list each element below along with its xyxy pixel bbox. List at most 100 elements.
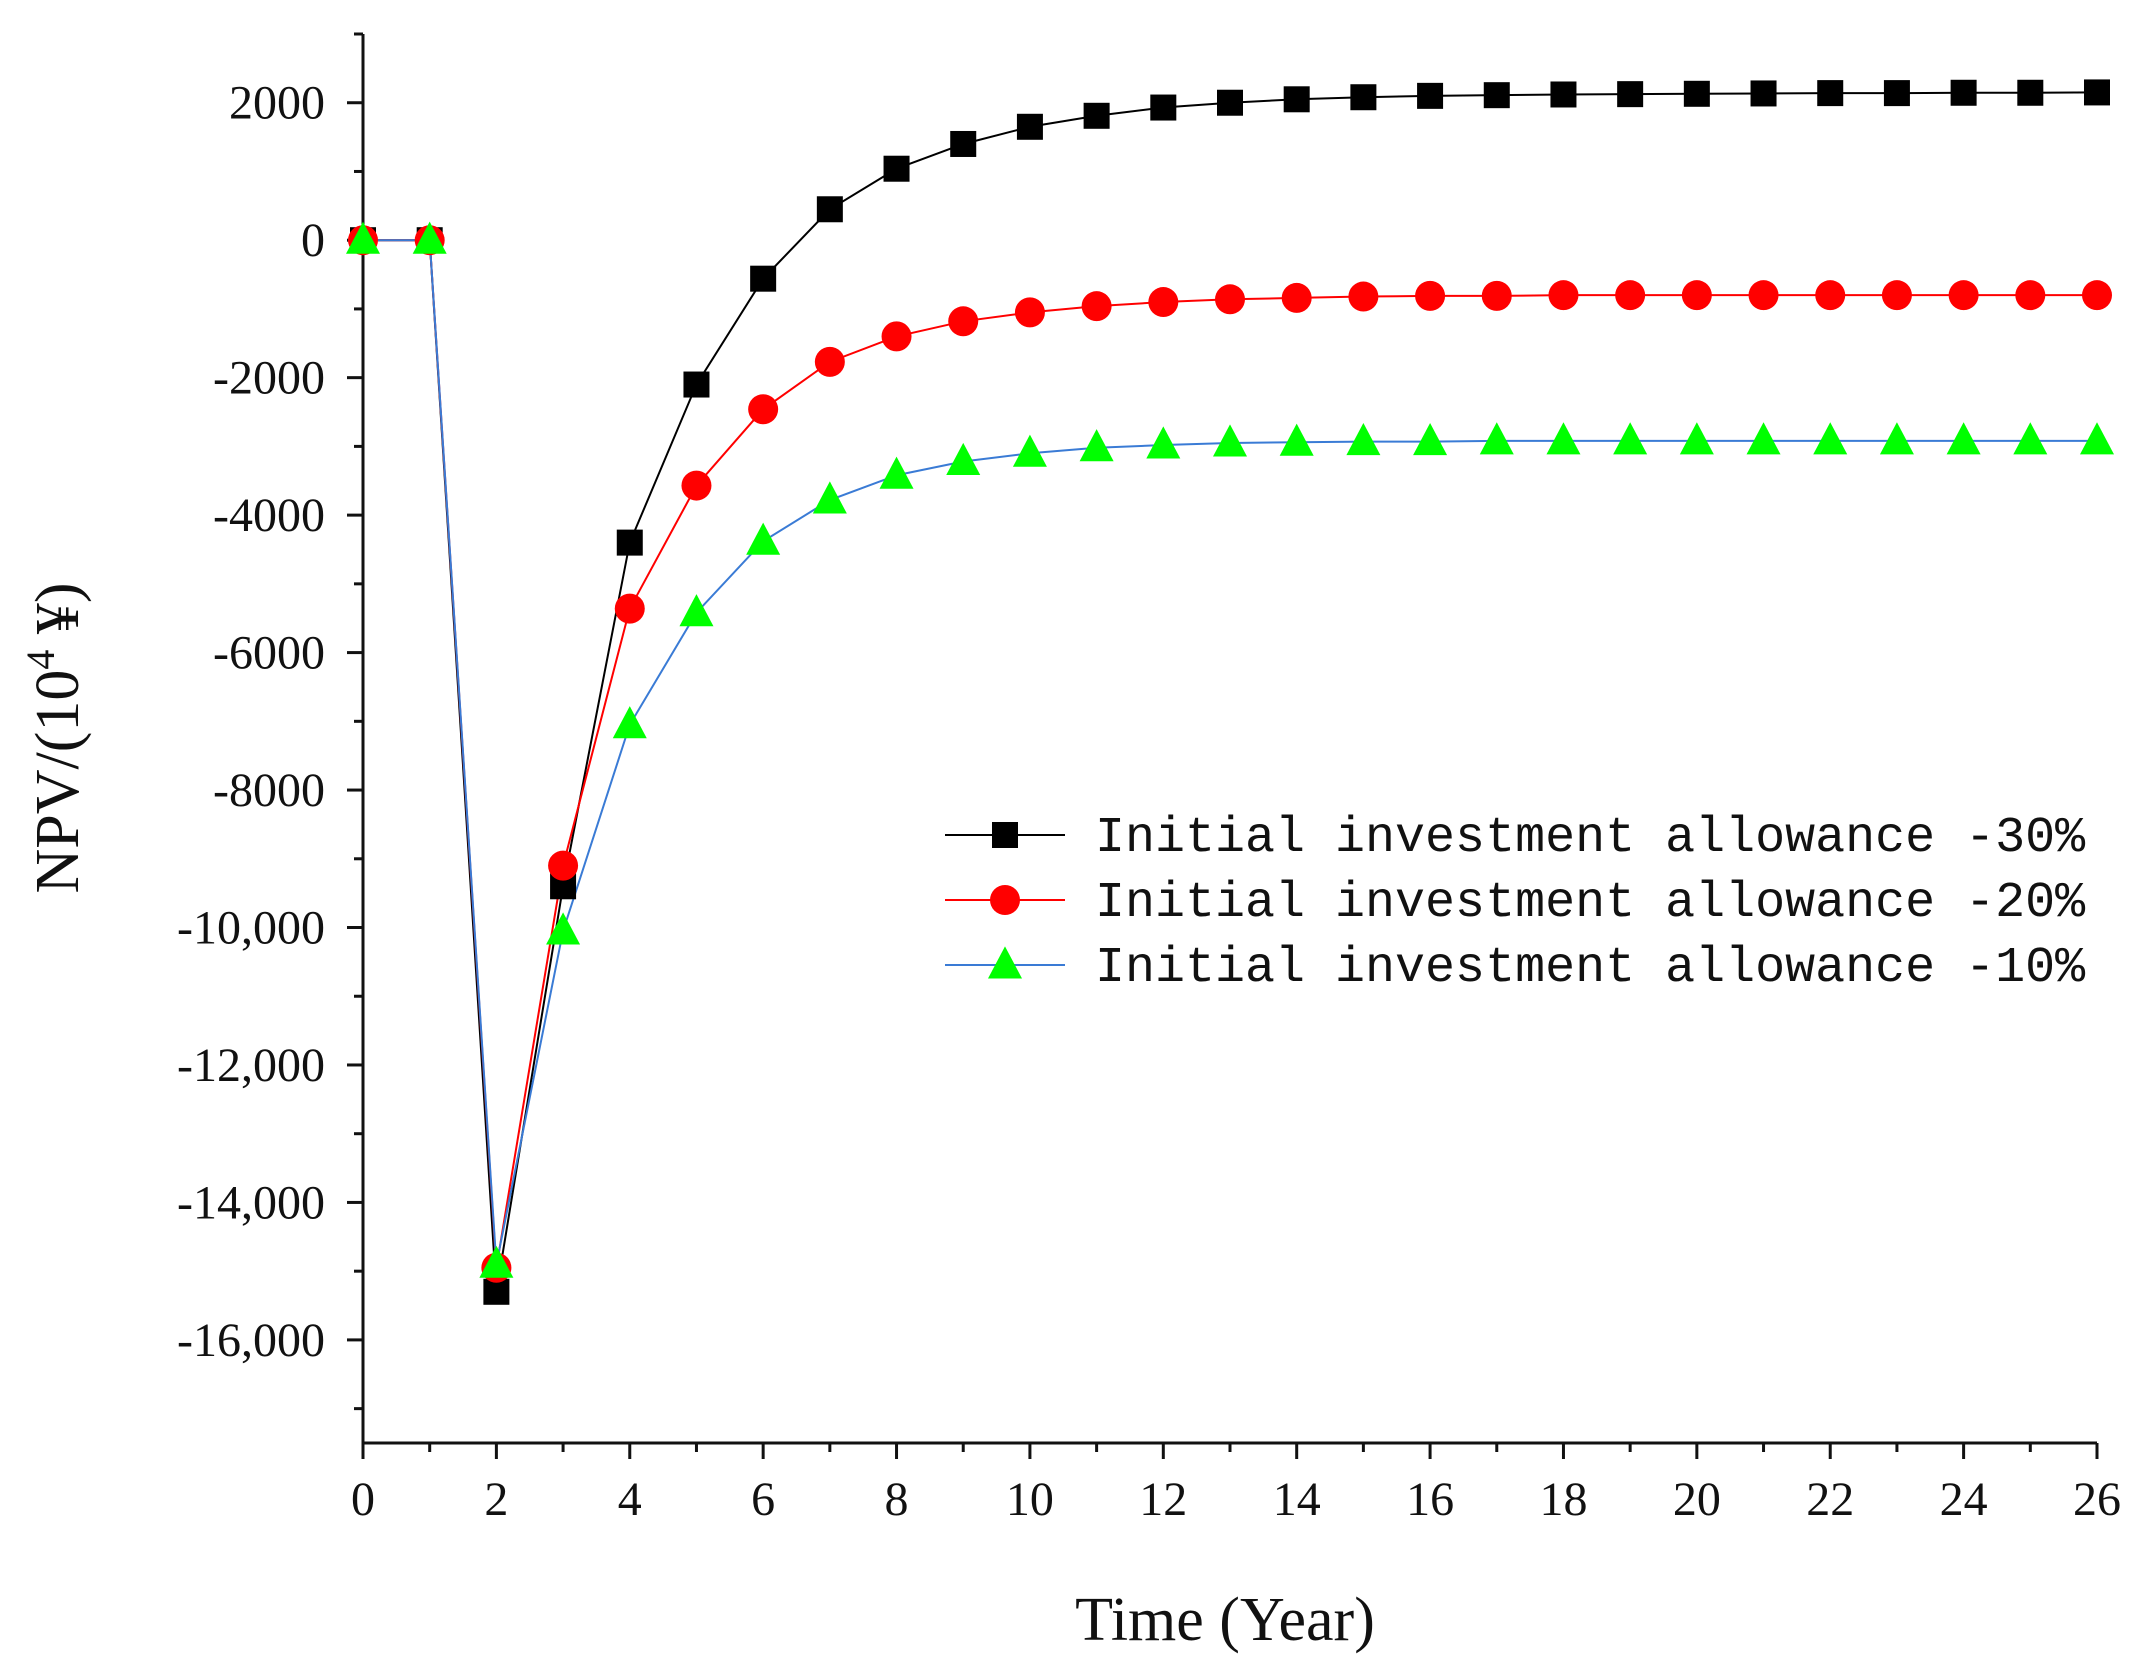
data-point xyxy=(1883,80,1910,107)
x-tick-label: 26 xyxy=(2073,1473,2121,1526)
data-point xyxy=(612,706,647,739)
data-point xyxy=(814,346,845,377)
data-point xyxy=(1479,422,1514,455)
data-point xyxy=(1146,426,1181,459)
data-point xyxy=(2084,79,2110,106)
data-point xyxy=(1546,422,1581,455)
series-line-3 xyxy=(363,239,2097,1265)
data-point xyxy=(483,1278,510,1305)
data-point xyxy=(412,221,447,254)
data-point xyxy=(616,529,643,556)
legend-entry-3: Initial investment allowance -10% xyxy=(945,940,2086,997)
y-axis-title-unit: ¥) xyxy=(24,582,92,649)
x-tick-label: 2 xyxy=(484,1473,508,1526)
data-point xyxy=(2082,280,2112,311)
data-point xyxy=(1813,422,1848,455)
x-tick-label: 14 xyxy=(1273,1473,1321,1526)
y-axis-title: NPV/(104 ¥) xyxy=(18,582,92,893)
legend-marker xyxy=(988,946,1022,979)
data-point xyxy=(1417,82,1444,109)
series-line-2 xyxy=(363,239,2097,1268)
series-markers-2 xyxy=(348,225,2112,1283)
legend-label: Initial investment allowance -10% xyxy=(1095,940,2086,997)
data-point xyxy=(1079,429,1114,462)
data-point xyxy=(1483,82,1510,109)
x-tick-label: 0 xyxy=(351,1473,375,1526)
data-point xyxy=(1881,280,1912,311)
data-point xyxy=(1481,280,1512,311)
data-point xyxy=(1148,287,1179,318)
data-point xyxy=(1748,280,1779,311)
y-tick-label: -12,000 xyxy=(177,1039,325,1092)
data-point xyxy=(1550,81,1577,108)
data-point xyxy=(1950,79,1977,106)
data-point xyxy=(1014,297,1045,328)
x-axis-title: Time (Year) xyxy=(1075,1586,1375,1654)
y-tick-label: -8000 xyxy=(213,764,325,817)
data-point xyxy=(1350,84,1377,111)
data-point xyxy=(816,196,843,223)
data-point xyxy=(1548,280,1579,311)
data-point xyxy=(2013,422,2048,455)
data-point xyxy=(1150,94,1177,121)
series-lines xyxy=(363,91,2098,1292)
data-point xyxy=(1083,102,1110,129)
data-point xyxy=(948,306,979,337)
data-point xyxy=(879,456,914,489)
legend-entry-1: Initial investment allowance -30% xyxy=(945,810,2086,867)
data-point xyxy=(1817,80,1844,107)
data-point xyxy=(1815,280,1846,311)
data-point xyxy=(2017,79,2044,106)
x-tick-label: 8 xyxy=(885,1473,909,1526)
data-point xyxy=(346,221,380,254)
x-tick-label: 16 xyxy=(1406,1473,1454,1526)
data-point xyxy=(812,481,847,514)
y-tick-label: -2000 xyxy=(213,352,325,405)
x-tick-label: 12 xyxy=(1139,1473,1187,1526)
y-tick-label: -14,000 xyxy=(177,1176,325,1229)
x-tick-label: 4 xyxy=(618,1473,642,1526)
data-point xyxy=(746,522,781,555)
data-point xyxy=(1948,280,1979,311)
data-point xyxy=(1281,282,1312,313)
data-point xyxy=(2080,422,2114,455)
data-point xyxy=(1217,89,1243,116)
data-point xyxy=(1879,422,1914,455)
legend-marker xyxy=(990,885,1020,915)
legend: Initial investment allowance -30% Initial… xyxy=(945,810,2086,997)
y-tick-label: -6000 xyxy=(213,627,325,680)
data-point xyxy=(548,850,579,881)
data-point xyxy=(1615,280,1646,311)
data-point xyxy=(614,593,645,624)
data-point xyxy=(1016,113,1043,140)
data-point xyxy=(1012,434,1047,467)
data-point xyxy=(1415,280,1446,311)
y-tick-label: 0 xyxy=(301,214,325,267)
series-line-1 xyxy=(363,91,2098,1292)
y-axis-title-exponent: 4 xyxy=(18,650,63,670)
data-point xyxy=(546,912,581,945)
data-point xyxy=(1750,80,1777,107)
y-tick-label: 2000 xyxy=(229,77,325,130)
data-point xyxy=(1679,422,1714,455)
series-markers-3 xyxy=(346,221,2114,1278)
data-point xyxy=(1613,422,1648,455)
data-point xyxy=(750,265,777,292)
series-markers xyxy=(346,79,2114,1305)
data-point xyxy=(683,371,710,398)
data-point xyxy=(1279,423,1314,456)
axes-layer: 0 2 4 6 8 10 12 14 16 18 20 22 24 2620000-2000-4000-6… xyxy=(177,32,2121,1526)
data-point xyxy=(1746,422,1781,455)
data-point xyxy=(1213,424,1247,457)
data-point xyxy=(1681,280,1712,311)
y-tick-label: -4000 xyxy=(213,489,325,542)
y-tick-label: -10,000 xyxy=(177,902,325,955)
series-markers-1 xyxy=(350,79,2110,1305)
legend-entry-2: Initial investment allowance -20% xyxy=(945,875,2086,932)
y-tick-label: -16,000 xyxy=(177,1314,325,1367)
data-point xyxy=(1346,422,1381,456)
x-tick-label: 10 xyxy=(1006,1473,1054,1526)
data-point xyxy=(946,442,981,476)
